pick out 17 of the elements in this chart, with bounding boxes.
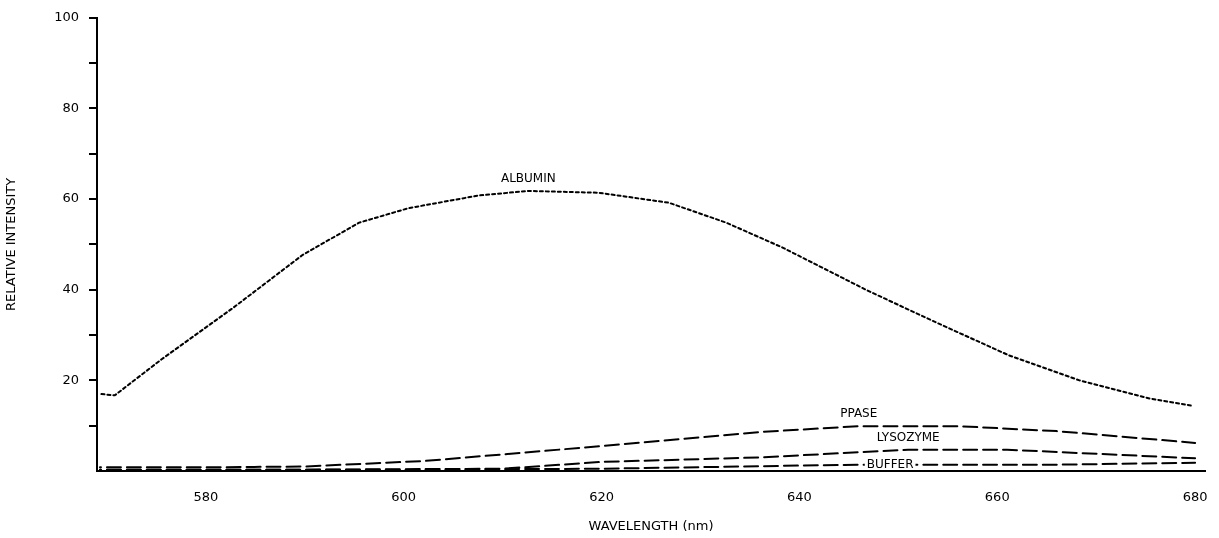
x-tick-label: 640 (786, 488, 812, 504)
annotation: LYSOZYME (876, 429, 940, 444)
x-tick-label: 580 (193, 488, 219, 504)
x-tick-label: 620 (589, 488, 614, 504)
y-tick-label: 40 (62, 281, 79, 297)
y-axis-title: RELATIVE INTENSITY (3, 177, 19, 311)
annotation: PPASE (840, 406, 878, 421)
y-tick-label: 100 (54, 9, 79, 25)
x-tick-label: 660 (984, 488, 1010, 504)
x-tick-label: 600 (391, 488, 417, 504)
annotation: BUFFER (866, 456, 914, 471)
x-tick-label: 680 (1182, 488, 1208, 504)
y-tick-label: 60 (62, 190, 79, 206)
y-tick-label: 20 (62, 371, 79, 387)
annotation: ALBUMIN (500, 171, 556, 186)
y-tick-label: 80 (62, 99, 79, 115)
x-axis-title: WAVELENGTH (nm) (588, 517, 714, 533)
